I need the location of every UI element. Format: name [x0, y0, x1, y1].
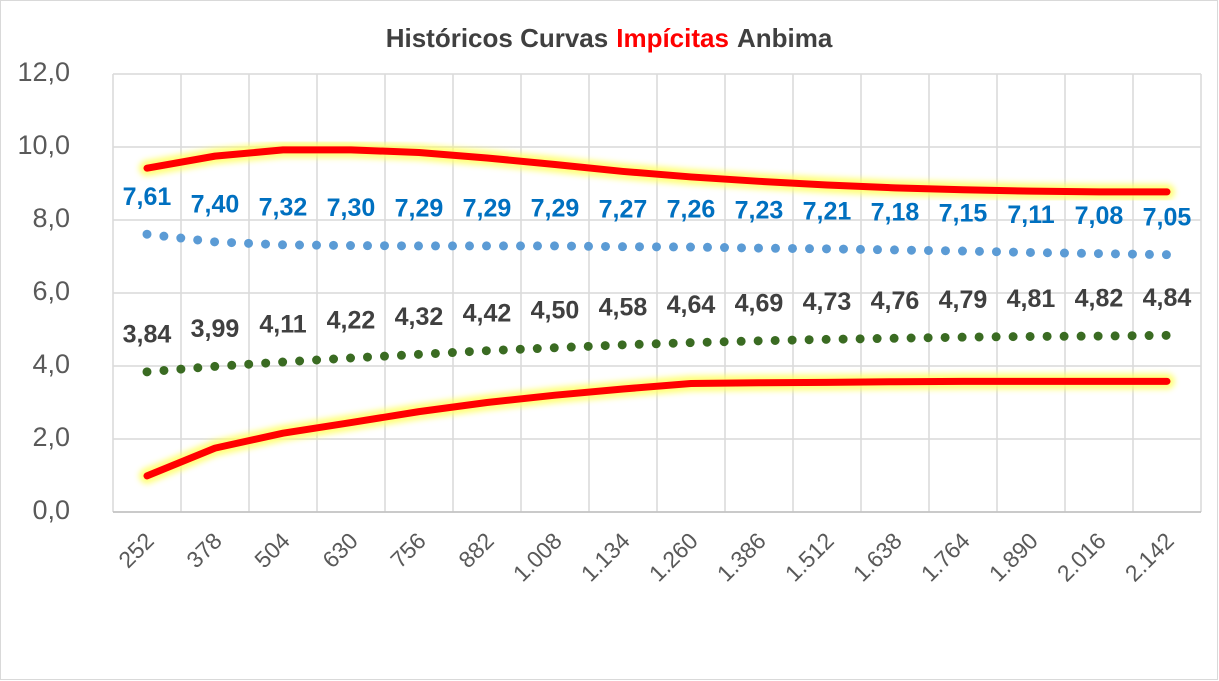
- data-label: 4,11: [259, 311, 306, 339]
- data-label: 7,15: [939, 200, 988, 228]
- data-label: 4,84: [1143, 284, 1192, 312]
- data-label: 4,32: [395, 303, 444, 331]
- data-label: 4,69: [735, 289, 784, 317]
- y-tick-label: 0,0: [32, 495, 70, 525]
- data-label: 3,84: [123, 320, 172, 348]
- data-label: 7,26: [667, 196, 716, 224]
- y-tick-label: 2,0: [32, 422, 70, 452]
- data-label: 7,29: [463, 195, 512, 223]
- data-label: 4,42: [463, 299, 512, 327]
- y-tick-label: 10,0: [17, 130, 70, 160]
- data-label: 7,29: [531, 195, 580, 223]
- y-tick-label: 8,0: [32, 203, 70, 233]
- data-label: 4,73: [803, 288, 852, 316]
- data-label: 4,50: [531, 296, 580, 324]
- data-label: 4,58: [599, 293, 648, 321]
- data-label: 7,11: [1007, 201, 1054, 229]
- data-label: 7,29: [395, 195, 444, 223]
- data-label: 7,21: [803, 197, 852, 225]
- y-tick-label: 4,0: [32, 349, 70, 379]
- data-label: 4,64: [667, 291, 716, 319]
- title-part: Anbima: [737, 23, 833, 53]
- data-label: 7,27: [599, 195, 648, 223]
- data-line: [142, 229, 1172, 260]
- data-label: 7,30: [327, 194, 376, 222]
- data-label: 7,08: [1075, 202, 1124, 230]
- data-label: 4,76: [871, 287, 920, 315]
- data-label: 7,61: [123, 183, 172, 211]
- data-label: 7,23: [735, 197, 784, 225]
- data-label: 4,81: [1007, 285, 1056, 313]
- data-label: 7,18: [871, 199, 920, 227]
- data-label: 7,05: [1143, 203, 1192, 231]
- data-label: 4,22: [327, 307, 376, 335]
- data-line: [143, 146, 1171, 196]
- data-line: [143, 377, 1171, 480]
- data-label: 3,99: [191, 315, 240, 343]
- data-label: 4,82: [1075, 285, 1124, 313]
- data-label: 7,40: [191, 191, 240, 219]
- chart-title: Históricos Curvas Impícitas Anbima: [386, 23, 833, 53]
- data-label: 4,79: [939, 286, 988, 314]
- title-part: Históricos Curvas: [386, 23, 609, 53]
- title-part: Impícitas: [616, 23, 729, 53]
- y-tick-label: 6,0: [32, 276, 70, 306]
- data-line: [142, 330, 1172, 377]
- y-tick-label: 12,0: [17, 57, 70, 87]
- data-label: 7,32: [259, 193, 308, 221]
